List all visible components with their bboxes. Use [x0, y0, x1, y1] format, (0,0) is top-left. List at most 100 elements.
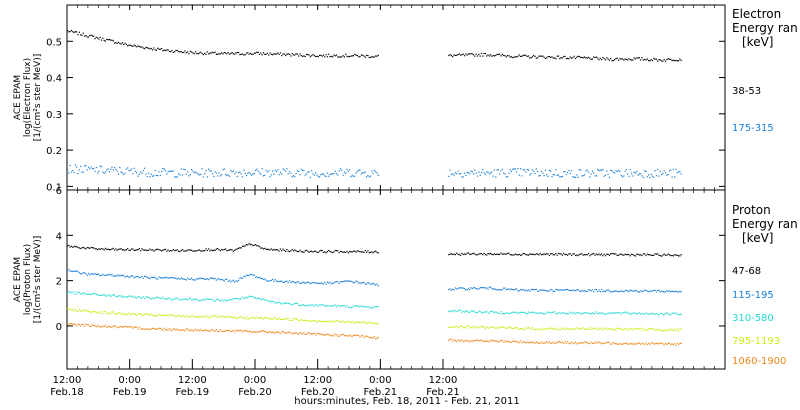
data-point: [559, 311, 561, 314]
data-point: [602, 342, 604, 345]
data-point: [232, 329, 234, 331]
data-point: [268, 170, 270, 172]
data-point: [360, 305, 362, 307]
data-point: [570, 312, 573, 314]
data-point: [264, 174, 266, 176]
data-point: [320, 304, 322, 306]
data-point: [249, 296, 251, 298]
data-point: [346, 280, 348, 282]
data-point: [100, 274, 103, 276]
data-point: [127, 326, 129, 328]
data-point: [218, 53, 220, 55]
data-point: [619, 253, 621, 255]
data-point: [240, 298, 242, 300]
data-point: [333, 173, 335, 175]
data-point: [573, 290, 575, 292]
data-point: [198, 249, 201, 251]
data-point: [617, 169, 620, 171]
data-point: [325, 304, 327, 307]
data-point: [339, 305, 342, 307]
data-point: [119, 326, 121, 328]
data-point: [595, 253, 597, 255]
data-point: [504, 55, 506, 57]
data-point: [572, 342, 574, 344]
data-point: [345, 172, 347, 174]
data-point: [615, 343, 617, 345]
data-point: [624, 58, 626, 60]
data-point: [640, 327, 642, 329]
data-point: [217, 330, 219, 332]
data-point: [465, 340, 467, 342]
data-point: [632, 59, 634, 61]
data-point: [335, 334, 338, 336]
data-point: [646, 344, 648, 346]
legend-title: Energy ran: [732, 21, 798, 35]
data-point: [307, 171, 309, 173]
data-point: [102, 273, 104, 275]
data-point: [526, 290, 528, 292]
data-point: [138, 326, 140, 328]
data-point: [197, 249, 199, 251]
data-point: [490, 339, 492, 341]
data-point: [480, 339, 483, 341]
data-point: [612, 171, 614, 173]
data-point: [260, 173, 262, 175]
data-point: [655, 58, 657, 60]
data-point: [137, 296, 139, 298]
data-point: [495, 311, 497, 313]
data-point: [360, 173, 362, 175]
data-point: [467, 311, 469, 313]
data-point: [570, 170, 573, 172]
data-point: [642, 342, 644, 344]
data-point: [610, 343, 612, 345]
data-point: [283, 318, 285, 320]
data-point: [228, 329, 231, 331]
data-point: [510, 254, 513, 256]
data-point: [448, 254, 450, 256]
data-point: [475, 254, 477, 256]
data-point: [120, 325, 122, 328]
data-point: [241, 317, 244, 319]
time-axis: 12:00Feb.180:00Feb.1912:00Feb.190:00Feb.…: [50, 5, 726, 398]
data-point: [210, 52, 212, 54]
data-point: [612, 290, 614, 293]
data-point: [302, 304, 304, 306]
data-point: [69, 323, 71, 325]
data-point: [550, 312, 552, 314]
data-point: [350, 306, 352, 308]
legend-entry: 1060-1900: [732, 356, 787, 367]
data-point: [680, 59, 682, 61]
data-point: [645, 289, 647, 292]
data-point: [99, 275, 101, 277]
data-point: [235, 317, 237, 319]
data-point: [337, 335, 339, 337]
data-point: [281, 173, 283, 175]
data-point: [503, 172, 505, 174]
data-point: [569, 253, 571, 255]
data-point: [225, 248, 227, 250]
data-point: [85, 248, 87, 250]
data-point: [617, 312, 620, 314]
data-point: [181, 51, 184, 54]
data-point: [509, 326, 511, 328]
data-point: [507, 312, 509, 314]
data-point: [125, 43, 127, 45]
data-point: [162, 50, 164, 52]
data-point: [108, 325, 110, 327]
data-point: [542, 327, 544, 329]
data-point: [595, 56, 597, 58]
data-point: [612, 342, 614, 344]
data-point: [484, 173, 486, 175]
data-point: [676, 328, 678, 330]
data-point: [321, 304, 323, 306]
data-point: [315, 320, 317, 322]
data-point: [608, 290, 610, 292]
data-point: [654, 343, 656, 345]
data-point: [538, 175, 540, 177]
data-point: [372, 323, 374, 325]
data-point: [625, 328, 627, 330]
data-point: [125, 168, 127, 170]
data-point: [516, 56, 518, 58]
data-point: [369, 251, 372, 253]
data-point: [611, 291, 613, 293]
